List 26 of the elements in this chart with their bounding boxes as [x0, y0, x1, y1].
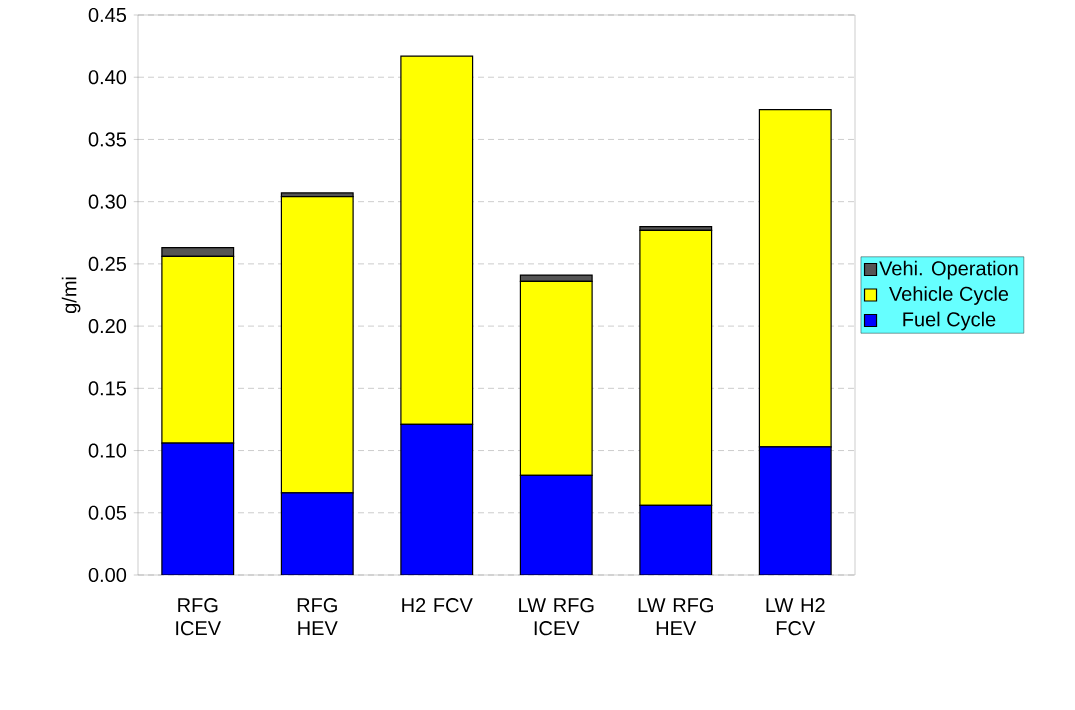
x-tick-label: RFG ICEV: [176, 598, 221, 636]
legend-label: Fuel Cycle: [903, 311, 996, 331]
bar: [400, 424, 473, 575]
y-tick-label: 0.20: [88, 319, 127, 334]
y-tick-label: 0.45: [88, 7, 127, 23]
y-tick-label: 0.25: [88, 256, 127, 271]
x-tick-label: LW RFG ICEV: [519, 598, 594, 636]
legend-label: Vehi. Operation: [879, 260, 1018, 280]
y-tick-label: 0.10: [88, 443, 127, 458]
y-tick-label: 0.00: [88, 567, 127, 583]
x-tick-label: LW H2 FCV: [766, 598, 825, 636]
legend-label: Vehicle Cycle: [889, 286, 1009, 305]
x-tick-label: RFG HEV: [297, 598, 338, 636]
y-tick-label: 0.30: [88, 194, 127, 209]
x-tick-label: LW RFG HEV: [638, 598, 713, 636]
bar: [758, 446, 832, 575]
y-tick-label: 0.35: [88, 132, 127, 147]
x-tick-label: H2 FCV: [402, 598, 473, 613]
bar: [161, 443, 234, 575]
bar: [639, 505, 712, 575]
y-tick-label: 0.15: [88, 381, 127, 396]
y-tick-label: 0.05: [88, 505, 127, 520]
bar: [520, 475, 593, 575]
bar: [281, 492, 354, 575]
y-axis-title: g/mi: [61, 277, 81, 314]
y-tick-label: 0.40: [88, 70, 127, 85]
